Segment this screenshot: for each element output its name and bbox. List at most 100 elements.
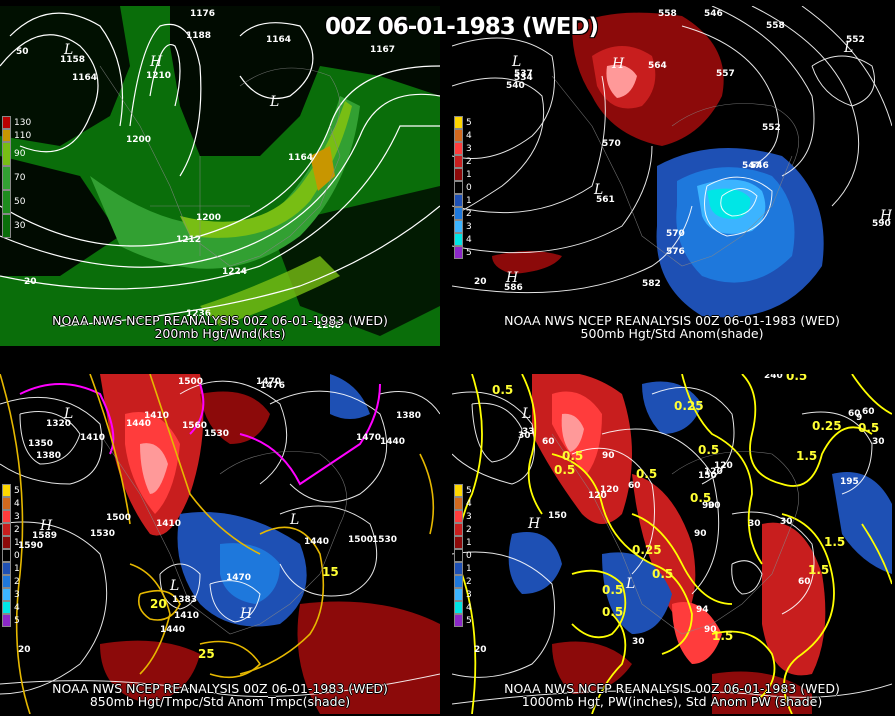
- panel-500mb-height-anomaly: 5 4 3 2 1 0 1 2 3 4 5 558 546 558 552 53…: [452, 6, 892, 346]
- contour-label: 60: [628, 481, 641, 491]
- panel-caption-field: 500mb Hgt/Std Anom(shade): [580, 326, 764, 341]
- contour-label: 537: [514, 69, 533, 79]
- legend-item: 1: [454, 536, 494, 549]
- legend-item: 3: [454, 510, 494, 523]
- legend-swatch: [2, 523, 11, 536]
- contour-label: 1380: [36, 451, 61, 461]
- contour-label: 546: [750, 161, 769, 171]
- map-200mb: [0, 6, 440, 346]
- contour-label: 576: [666, 247, 685, 257]
- contour-label: 1590: [18, 541, 43, 551]
- legend-swatch: [2, 214, 11, 238]
- legend-item: 1: [454, 168, 494, 181]
- legend-label: 4: [14, 602, 20, 613]
- contour-label: 540: [506, 81, 525, 91]
- legend-swatch: [2, 549, 11, 562]
- low-pressure-symbol: L: [511, 54, 521, 70]
- legend-swatch: [2, 497, 11, 510]
- legend-wind-speed: 130 110 90 70 50 30: [2, 116, 42, 238]
- pw-label: 1.5: [796, 449, 817, 463]
- low-pressure-symbol: L: [289, 512, 299, 528]
- legend-swatch: [454, 484, 463, 497]
- contour-label: 150: [548, 511, 567, 521]
- legend-item: 5: [454, 246, 494, 259]
- contour-label: 120: [600, 485, 619, 495]
- high-pressure-symbol: H: [149, 54, 163, 70]
- legend-item: 70: [2, 166, 42, 190]
- legend-swatch: [454, 536, 463, 549]
- contour-label: 1440: [160, 625, 185, 635]
- legend-swatch: [454, 207, 463, 220]
- legend-swatch: [454, 588, 463, 601]
- legend-label: 5: [466, 247, 472, 258]
- legend-item: 0: [2, 549, 42, 562]
- legend-label: 0: [14, 550, 20, 561]
- legend-item: 3: [454, 220, 494, 233]
- panel-caption-field: 200mb Hgt/Wnd(kts): [154, 326, 286, 341]
- contour-label: 1530: [204, 429, 229, 439]
- pw-label: 0.5: [492, 383, 513, 397]
- legend-swatch: [454, 142, 463, 155]
- temperature-label: 20: [150, 597, 167, 611]
- contour-label: 120: [588, 491, 607, 501]
- legend-item: 2: [454, 523, 494, 536]
- legend-swatch: [2, 484, 11, 497]
- panel-caption-field: 850mb Hgt/Tmpc/Std Anom Tmpc(shade): [89, 694, 351, 709]
- contour-label: 1320: [46, 419, 71, 429]
- edge-label: 20: [24, 277, 37, 287]
- legend-label: 1: [466, 563, 472, 574]
- contour-label: 150: [698, 471, 717, 481]
- panel-caption-source: NOAA NWS NCEP REANALYSIS 00Z 06-01-1983 …: [52, 681, 388, 696]
- legend-item: 2: [454, 155, 494, 168]
- legend-item: 130: [2, 116, 42, 129]
- contour-label: 240: [764, 374, 783, 381]
- panel-850mb-height-temperature: 5 4 3 2 1 0 1 2 3 4 5 1500 1470 1440 141…: [0, 374, 440, 714]
- pw-label: 0.5: [690, 491, 711, 505]
- low-pressure-symbol: L: [269, 94, 279, 110]
- legend-swatch: [2, 562, 11, 575]
- contour-label: 120: [704, 467, 723, 477]
- pw-label: 1.5: [824, 535, 845, 549]
- legend-swatch: [454, 168, 463, 181]
- legend-label: 2: [466, 524, 472, 535]
- legend-label: 90: [14, 149, 26, 159]
- legend-swatch: [2, 588, 11, 601]
- legend-swatch: [2, 510, 11, 523]
- contour-label: 1224: [222, 267, 247, 277]
- legend-label: 3: [466, 511, 472, 522]
- legend-swatch: [454, 246, 463, 259]
- contour-label: 1383: [172, 595, 197, 605]
- contour-label: 1530: [90, 529, 115, 539]
- contour-label: 582: [642, 279, 661, 289]
- contour-label: 1164: [72, 73, 97, 83]
- legend-swatch: [454, 220, 463, 233]
- legend-item: 4: [2, 497, 42, 510]
- contour-label: 1164: [266, 35, 291, 45]
- legend-label: 4: [466, 234, 472, 245]
- legend-item: 2: [454, 575, 494, 588]
- contour-label: 1500: [106, 513, 131, 523]
- legend-swatch: [454, 155, 463, 168]
- high-pressure-symbol: H: [39, 518, 53, 534]
- contour-label: 1500: [348, 535, 373, 545]
- contour-label: 1410: [174, 611, 199, 621]
- legend-swatch: [454, 601, 463, 614]
- legend-std-anomaly: 5 4 3 2 1 0 1 2 3 4 5: [454, 484, 494, 627]
- contour-label: 90: [694, 529, 707, 539]
- legend-item: 90: [2, 142, 42, 166]
- legend-label: 0: [466, 550, 472, 561]
- legend-label: 1: [14, 563, 20, 574]
- contour-label: 1210: [146, 71, 171, 81]
- legend-swatch: [2, 116, 11, 129]
- contour-label: 30: [748, 519, 761, 529]
- legend-swatch: [2, 166, 11, 190]
- legend-label: 4: [466, 130, 472, 141]
- contour-label: 552: [846, 35, 865, 45]
- legend-label: 3: [466, 143, 472, 154]
- contour-label: 1476: [260, 381, 285, 391]
- contour-label: 1410: [156, 519, 181, 529]
- legend-item: 4: [454, 233, 494, 246]
- contour-label: 1410: [144, 411, 169, 421]
- legend-label: 5: [466, 485, 472, 496]
- contour-label: 195: [840, 477, 859, 487]
